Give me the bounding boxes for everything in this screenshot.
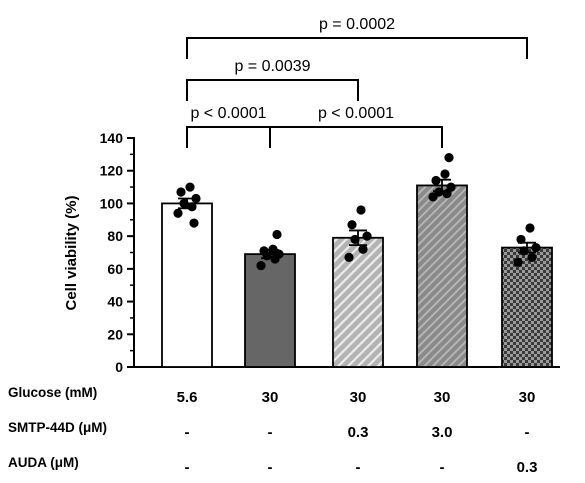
condition-value: -: [268, 459, 273, 476]
bar-3: [332, 236, 384, 368]
bar-1: [161, 202, 213, 368]
data-point: [191, 193, 201, 204]
data-point: [187, 202, 197, 212]
y-tick-label: 80: [107, 228, 123, 244]
data-point: [513, 257, 523, 267]
data-point: [185, 182, 195, 192]
data-point: [259, 246, 269, 256]
data-point: [527, 252, 537, 263]
data-point: [431, 175, 441, 186]
data-point: [179, 198, 189, 209]
data-point: [189, 218, 199, 228]
condition-value: -: [185, 459, 190, 476]
data-point: [356, 205, 366, 215]
condition-value: 5.6: [177, 389, 198, 406]
data-point: [525, 223, 535, 233]
p-value-label: p < 0.0001: [190, 105, 266, 122]
data-point: [516, 234, 526, 245]
condition-value: -: [525, 424, 530, 441]
condition-value: 3.0: [432, 424, 453, 441]
y-tick-label: 140: [100, 130, 124, 146]
significance-bracket: [186, 79, 359, 101]
data-point: [358, 244, 368, 254]
condition-value: 30: [519, 389, 536, 406]
condition-value: 0.3: [517, 459, 538, 476]
condition-row-label: SMTP-44D (μM): [8, 420, 107, 435]
data-point: [519, 246, 529, 256]
data-point: [350, 234, 360, 245]
condition-value: -: [268, 424, 273, 441]
p-value-label: p = 0.0039: [234, 58, 310, 75]
data-point: [362, 231, 372, 241]
condition-value: -: [185, 424, 190, 441]
y-tick-label: 40: [107, 294, 123, 310]
y-tick-label: 60: [107, 261, 123, 277]
data-point: [176, 187, 186, 197]
data-point: [531, 242, 541, 253]
y-tick-label: 100: [100, 195, 124, 211]
condition-value: 30: [434, 389, 451, 406]
data-point: [344, 252, 354, 263]
data-point: [444, 153, 454, 163]
condition-value: -: [440, 459, 445, 476]
y-tick-label: 20: [107, 326, 123, 342]
condition-value: 0.3: [348, 424, 369, 441]
condition-value: -: [356, 459, 361, 476]
condition-value: 30: [262, 389, 279, 406]
data-point: [347, 220, 357, 230]
bar-5: [501, 246, 553, 368]
condition-row-label: Glucose (mM): [8, 385, 97, 400]
data-point: [272, 229, 282, 240]
p-value-label: p < 0.0001: [318, 105, 394, 122]
condition-row-label: AUDA (μM): [8, 455, 79, 470]
bar-4: [416, 184, 468, 368]
significance-bracket: [186, 37, 528, 59]
data-point: [256, 260, 266, 271]
data-point: [268, 244, 278, 254]
data-point: [434, 187, 444, 197]
data-point: [173, 208, 183, 218]
data-point: [446, 182, 456, 192]
y-tick-label: 0: [115, 359, 123, 375]
y-axis-label: Cell viability (%): [63, 195, 80, 310]
p-value-label: p = 0.0002: [319, 16, 395, 33]
significance-bracket: [186, 126, 271, 148]
data-point: [440, 169, 450, 179]
condition-value: 30: [350, 389, 367, 406]
y-tick-label: 120: [100, 163, 124, 179]
significance-bracket: [269, 126, 443, 148]
bar-2: [244, 253, 296, 368]
